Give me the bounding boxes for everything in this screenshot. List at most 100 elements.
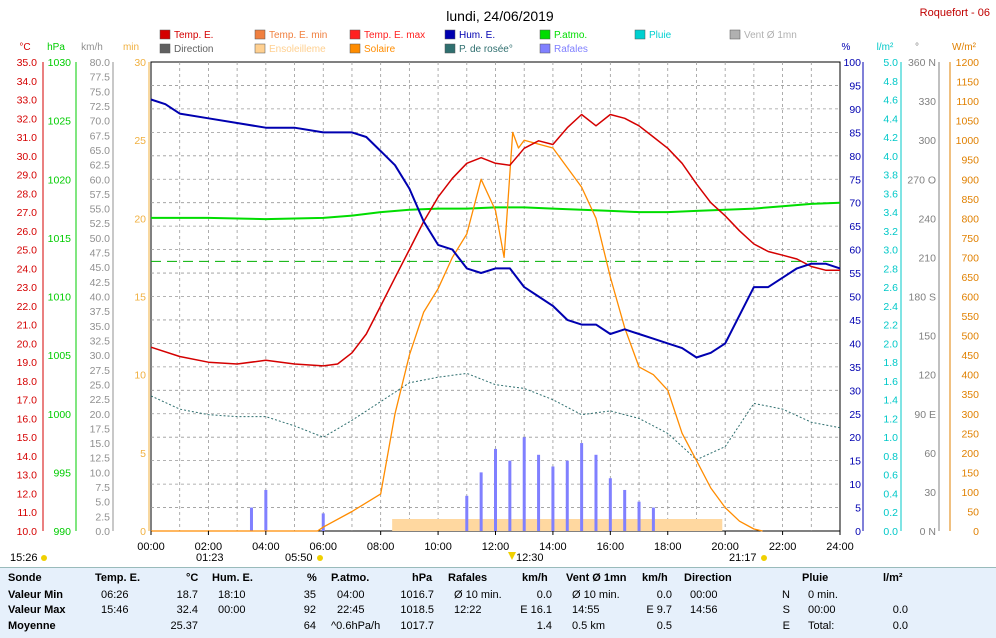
stats-rafales-time: Ø 10 min. <box>454 589 502 601</box>
gust-bar <box>522 437 526 531</box>
temperature-series <box>150 113 840 367</box>
stats-hum-time: 18:10 <box>218 589 246 601</box>
chart-legend: Temp. E. Temp. E. min Temp. E. max Hum. E. P… <box>159 29 797 55</box>
axis-unit-wind: km/h <box>81 42 103 53</box>
sunset-label: 21:17 <box>729 552 757 564</box>
tick-wind: 50.0 <box>90 233 111 245</box>
tick-rain: 4.4 <box>883 113 898 125</box>
legend-swatch <box>254 43 266 54</box>
tick-wind: 17.5 <box>90 423 111 435</box>
chart-plot <box>150 98 841 532</box>
stats-rafales-value: 1.4 <box>536 620 552 632</box>
tick-press: 1005 <box>48 350 72 362</box>
tick-solar: 0 <box>973 526 979 538</box>
tick-wind: 37.5 <box>90 306 111 318</box>
tick-temp: 23.0 <box>17 282 38 294</box>
gust-bar <box>537 454 541 531</box>
tick-rain: 4.8 <box>883 76 898 88</box>
gust-bar <box>551 466 555 531</box>
tick-solar: 1050 <box>956 116 980 128</box>
tick-rain: 3.8 <box>883 170 898 182</box>
axis-unit-press: hPa <box>47 42 65 53</box>
weather-chart: lundi, 24/06/2019 Roquefort - 06 Temp. E… <box>10 7 990 564</box>
gust-bar <box>465 495 469 531</box>
stats-header-press-unit: hPa <box>412 572 433 584</box>
x-axis: 00:00 02:00 04:00 06:00 08:00 10:00 12:00 14:00… <box>137 531 854 553</box>
solar-noon-icon <box>508 552 516 560</box>
tick-hum: 30 <box>849 385 861 397</box>
tick-wind: 32.5 <box>90 335 111 347</box>
x-tick-label: 22:00 <box>769 541 797 553</box>
stats-rain-value: 0.0 <box>892 604 908 616</box>
tick-rain: 4.6 <box>883 95 898 107</box>
stats-rafales-time: 12:22 <box>454 604 482 616</box>
tick-rain: 1.0 <box>883 432 898 444</box>
tick-hum: 80 <box>849 151 861 163</box>
tick-rain: 0.6 <box>883 470 898 482</box>
tick-dir: 360 N <box>908 57 936 69</box>
tick-wind: 30.0 <box>90 350 111 362</box>
tick-solar: 950 <box>961 155 979 167</box>
tick-hum: 60 <box>849 245 861 257</box>
solar-noon-label: 12:30 <box>516 552 544 564</box>
tick-wind: 72.5 <box>90 101 111 113</box>
tick-wind: 60.0 <box>90 174 111 186</box>
sunrise-icon <box>317 555 323 561</box>
stats-rain-time: 00:00 <box>808 604 836 616</box>
stats-press-value: 1017.7 <box>400 620 434 632</box>
gust-bar <box>494 448 497 531</box>
tick-temp: 28.0 <box>17 188 38 200</box>
tick-min: 0 <box>140 526 146 538</box>
stats-header-rafales-unit: km/h <box>522 572 548 584</box>
tick-press: 1000 <box>48 409 72 421</box>
tick-rain: 2.4 <box>883 301 898 313</box>
x-tick-label: 20:00 <box>711 541 739 553</box>
moon-icon <box>41 555 47 561</box>
tick-rain: 0.8 <box>883 451 898 463</box>
tick-solar: 1150 <box>956 77 979 89</box>
tick-press: 1010 <box>48 292 72 304</box>
tick-rain: 4.2 <box>883 132 898 144</box>
tick-wind: 65.0 <box>90 145 111 157</box>
tick-solar: 1100 <box>956 96 979 108</box>
legend-swatch <box>159 29 171 40</box>
axis-unit-temp: °C <box>19 42 30 53</box>
tick-temp: 14.0 <box>17 451 38 463</box>
legend-label: Pluie <box>649 30 672 41</box>
stats-temp-value: 25.37 <box>170 620 198 632</box>
tick-rain: 1.2 <box>883 413 898 425</box>
tick-temp: 35.0 <box>17 57 38 69</box>
tick-dir: 180 S <box>909 292 936 304</box>
tick-temp: 22.0 <box>17 301 38 313</box>
tick-wind: 40.0 <box>90 292 111 304</box>
x-tick-label: 02:00 <box>195 541 223 553</box>
tick-solar: 50 <box>967 506 979 518</box>
tick-solar: 650 <box>961 272 979 284</box>
tick-rain: 2.8 <box>883 263 898 275</box>
tick-solar: 450 <box>961 350 979 362</box>
tick-hum: 50 <box>849 292 861 304</box>
x-tick-label: 10:00 <box>424 541 452 553</box>
gust-bar <box>321 513 325 531</box>
tick-hum: 55 <box>849 268 861 280</box>
stats-header-temp-unit: °C <box>186 572 199 584</box>
tick-rain: 4.0 <box>883 151 898 163</box>
tick-wind: 10.0 <box>90 467 111 479</box>
stats-temp-value: 32.4 <box>176 604 198 616</box>
tick-temp: 12.0 <box>17 488 38 500</box>
tick-wind: 22.5 <box>90 394 111 406</box>
tick-wind: 5.0 <box>95 497 110 509</box>
legend-swatch <box>539 29 551 40</box>
stats-vent-time: 0.5 km <box>572 620 606 632</box>
stats-rain-value: 0.0 <box>892 620 908 632</box>
tick-hum: 35 <box>849 362 861 374</box>
tick-temp: 19.0 <box>17 357 38 369</box>
sunrise-label: 05:50 <box>285 552 313 564</box>
tick-dir: 330 <box>918 96 936 108</box>
tick-wind: 0.0 <box>95 526 110 538</box>
legend-label: Temp. E. max <box>364 30 425 41</box>
tick-rain: 0.4 <box>883 488 898 500</box>
stats-dir-value: N <box>782 589 790 601</box>
tick-rain: 2.6 <box>883 282 898 294</box>
